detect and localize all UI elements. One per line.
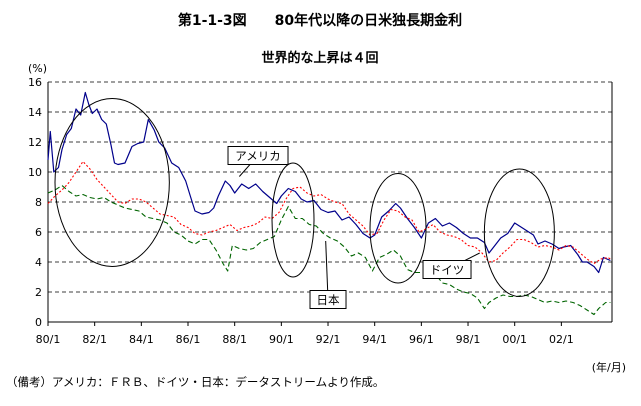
tick-labels: 0 2 4 6 8 10 12 14 16 80/1 82/1 84/1 86/1 88/1 90/1 92/…: [28, 76, 574, 346]
x-tick-label: 88/1: [222, 333, 247, 346]
japan-callout-label: 日本: [317, 293, 340, 307]
y-tick-label: 16: [28, 76, 42, 89]
y-tick-label: 14: [28, 106, 42, 119]
y-tick-label: 8: [35, 196, 42, 209]
highlight-ellipse: [369, 173, 427, 284]
x-tick-label: 94/1: [362, 333, 387, 346]
x-tick-label: 00/1: [502, 333, 527, 346]
y-tick-label: 12: [28, 136, 42, 149]
japan-callout-box: [309, 290, 347, 309]
highlight-ellipse: [54, 98, 170, 267]
japan-callout-leader: [325, 240, 329, 300]
x-tick-label: 84/1: [129, 333, 154, 346]
x-axis-unit: (年/月): [592, 360, 626, 374]
y-tick-label: 4: [35, 256, 42, 269]
x-tick-label: 96/1: [409, 333, 434, 346]
data-series: [47, 91, 611, 316]
germany-callout-box: [422, 260, 472, 279]
y-tick-label: 0: [35, 316, 42, 329]
x-tick-label: 86/1: [176, 333, 201, 346]
y-tick-label: 10: [28, 166, 42, 179]
usa-callout-box: [227, 146, 289, 165]
x-tick-label: 02/1: [549, 333, 574, 346]
usa-callout-label: アメリカ: [235, 149, 280, 163]
axes: [47, 82, 613, 326]
x-tick-label: 82/1: [82, 333, 107, 346]
usa-series-line: [47, 91, 611, 274]
highlight-ellipse: [271, 162, 315, 278]
chart-subtitle: 世界的な上昇は４回: [261, 50, 378, 66]
chart-title: 第1-1-3図 80年代以降の日米独長期金利: [178, 12, 462, 29]
x-tick-label: 90/1: [269, 333, 294, 346]
y-axis-unit: (%): [28, 62, 47, 75]
germany-callout-label: ドイツ: [430, 263, 465, 277]
x-tick-label: 92/1: [316, 333, 341, 346]
highlight-ellipses: [54, 98, 555, 297]
x-tick-label: 80/1: [36, 333, 61, 346]
y-tick-label: 6: [35, 226, 42, 239]
germany-series-line: [47, 160, 611, 265]
x-tick-label: 98/1: [456, 333, 481, 346]
source-note: （備考）アメリカ：ＦＲＢ、ドイツ・日本：データストリームより作成。: [6, 375, 384, 389]
highlight-ellipse: [483, 168, 555, 297]
y-tick-label: 2: [35, 286, 42, 299]
